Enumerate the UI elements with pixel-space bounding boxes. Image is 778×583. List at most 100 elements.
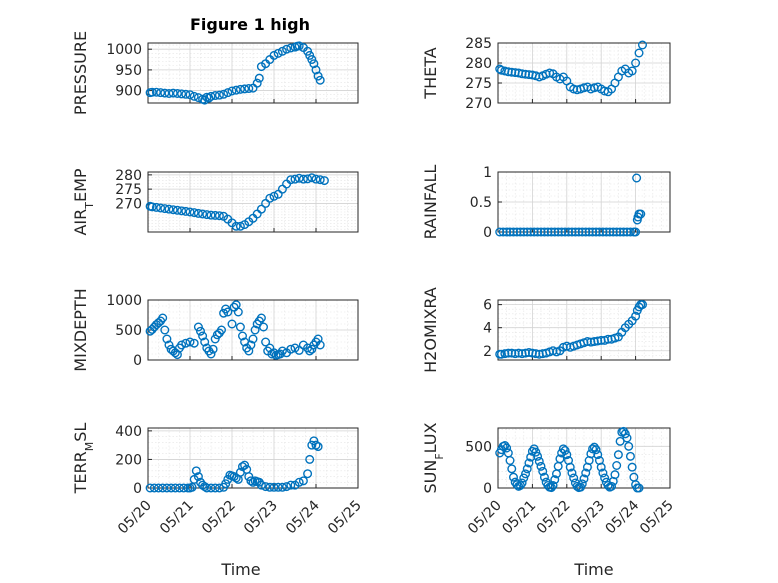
data-point-mixdepth	[269, 348, 279, 358]
y-tick-label: 285	[465, 36, 492, 52]
data-point-rainfall	[508, 227, 518, 237]
data-point-terr_msl	[265, 482, 275, 492]
data-point-theta	[631, 58, 641, 68]
data-point-terr_msl	[307, 440, 317, 450]
data-point-terr_msl	[313, 442, 323, 452]
data-point-sun_flux	[565, 462, 575, 472]
data-point-terr_msl	[246, 476, 256, 486]
data-point-rainfall	[588, 227, 598, 237]
data-point-sun_flux	[615, 436, 625, 446]
panel-rainfall: 0 0.5 1 RAINFALL	[421, 165, 671, 241]
data-point-pressure	[269, 50, 279, 60]
y-tick-label: 500	[465, 439, 492, 455]
data-point-sun_flux	[624, 441, 634, 451]
data-point-mixdepth	[198, 331, 208, 341]
data-point-air_temp	[256, 204, 266, 214]
data-point-pressure	[156, 88, 166, 98]
data-point-h2omixra	[514, 348, 524, 358]
data-point-rainfall	[539, 227, 549, 237]
data-point-sun_flux	[581, 468, 591, 478]
panel-border-air_temp	[147, 171, 359, 233]
panel-border-h2omixra	[497, 299, 671, 361]
data-point-sun_flux	[612, 461, 622, 471]
data-point-sun_flux	[579, 474, 589, 484]
data-point-pressure	[206, 91, 216, 101]
data-point-air_temp	[151, 202, 161, 212]
x-axis-label: Time	[220, 560, 260, 579]
data-point-theta	[627, 66, 637, 76]
data-point-rainfall	[601, 227, 611, 237]
data-point-sun_flux	[634, 483, 644, 493]
data-point-pressure	[294, 41, 304, 51]
data-point-sun_flux	[527, 446, 537, 456]
y-tick-label: 280	[465, 56, 492, 72]
data-point-pressure	[181, 89, 191, 99]
data-point-sun_flux	[613, 450, 623, 460]
data-point-terr_msl	[244, 472, 254, 482]
data-point-sun_flux	[500, 441, 510, 451]
data-point-rainfall	[543, 227, 553, 237]
data-point-sun_flux	[534, 456, 544, 466]
data-point-mixdepth	[250, 325, 260, 335]
data-point-terr_msl	[166, 483, 176, 493]
data-point-mixdepth	[164, 340, 174, 350]
data-point-rainfall	[536, 227, 546, 237]
data-point-air_temp	[168, 205, 178, 215]
data-point-air_temp	[319, 176, 329, 186]
data-point-sun_flux	[625, 451, 635, 461]
data-point-sun_flux	[517, 478, 527, 488]
panel-h2omixra: 2 4 6 H2OMIXRA	[421, 287, 671, 373]
data-point-sun_flux	[550, 475, 560, 485]
data-point-pressure	[223, 88, 233, 98]
data-point-sun_flux	[588, 444, 598, 454]
y-tick-label: 1000	[106, 293, 142, 309]
data-point-mixdepth	[185, 337, 195, 347]
data-point-pressure	[210, 91, 220, 101]
data-point-rainfall	[619, 227, 629, 237]
y-tick-label: 0	[133, 353, 142, 369]
data-point-air_temp	[235, 221, 245, 231]
data-point-mixdepth	[233, 307, 243, 317]
data-point-pressure	[219, 89, 229, 99]
data-point-pressure	[172, 88, 182, 98]
data-point-pressure	[282, 44, 292, 54]
data-point-terr_msl	[214, 483, 224, 493]
data-point-rainfall	[498, 227, 508, 237]
data-point-rainfall	[564, 227, 574, 237]
data-point-rainfall	[522, 227, 532, 237]
data-point-sun_flux	[560, 446, 570, 456]
data-point-pressure	[235, 84, 245, 94]
data-point-mixdepth	[315, 340, 325, 350]
data-point-mixdepth	[248, 334, 258, 344]
data-point-pressure	[147, 87, 157, 97]
data-point-sun_flux	[507, 464, 517, 474]
data-point-sun_flux	[596, 462, 606, 472]
y-tick-label: 4	[483, 321, 492, 337]
data-point-rainfall	[557, 227, 567, 237]
data-point-air_temp	[210, 210, 220, 220]
data-point-rainfall	[512, 227, 522, 237]
data-point-mixdepth	[210, 334, 220, 344]
data-point-air_temp	[185, 207, 195, 217]
data-point-mixdepth	[208, 344, 218, 354]
data-point-terr_msl	[311, 440, 321, 450]
data-point-mixdepth	[177, 340, 187, 350]
data-point-rainfall	[546, 227, 556, 237]
data-point-h2omixra	[507, 348, 517, 358]
x-axis-label: Time	[573, 560, 613, 579]
data-point-terr_msl	[240, 460, 250, 470]
y-axis-label-terr_msl: TERRMSL	[71, 423, 96, 495]
data-point-pressure	[151, 87, 161, 97]
y-tick-label: 280	[115, 168, 142, 184]
data-point-rainfall	[502, 227, 512, 237]
data-point-sun_flux	[524, 458, 534, 468]
data-point-pressure	[309, 59, 319, 69]
panel-pressure: 900 950 1000 PRESSURE	[71, 31, 359, 115]
data-point-sun_flux	[502, 443, 512, 453]
data-point-sun_flux	[567, 468, 577, 478]
data-point-air_temp	[189, 208, 199, 218]
data-point-air_temp	[231, 221, 241, 231]
data-point-sun_flux	[577, 479, 587, 489]
data-point-sun_flux	[607, 481, 617, 491]
